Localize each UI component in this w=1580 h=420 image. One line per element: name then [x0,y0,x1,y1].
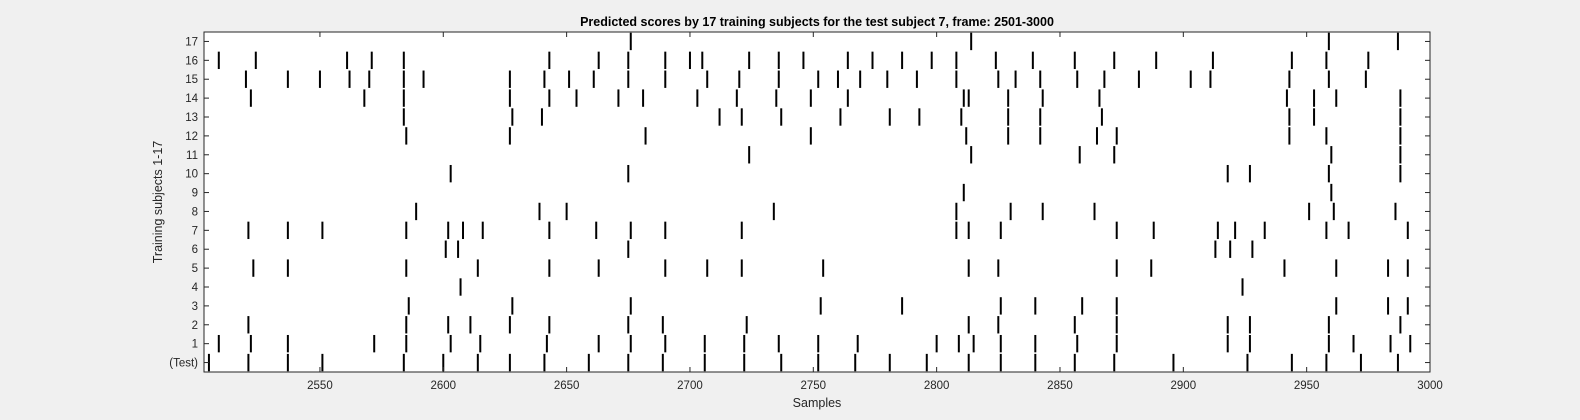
y-tick-label: 5 [192,263,198,275]
x-tick-label: 2800 [924,380,950,392]
y-tick-label: 4 [192,282,199,294]
y-tick-label: 3 [192,301,198,313]
x-tick-label: 2550 [307,380,333,392]
y-tick-label: 11 [186,150,198,162]
y-tick-label: 16 [185,55,198,67]
axes-box [203,31,1431,373]
y-tick-label: 8 [192,206,198,218]
y-tick-label: 1 [192,339,198,351]
y-tick-label: 9 [192,188,198,200]
x-tick-label: 2900 [1171,380,1197,392]
y-axis-label: Training subjects 1-17 [151,141,165,264]
x-tick-label: 2950 [1294,380,1320,392]
x-tick-label: 2750 [801,380,827,392]
marks-layer [207,32,1412,372]
chart-title: Predicted scores by 17 training subjects… [580,15,1054,29]
y-tick-label: 13 [185,112,198,124]
x-tick-label: 2850 [1047,380,1073,392]
ticks-layer: 2550 2600 2650 2700 2750 2800 2850 2900 2950 3000… [169,32,1443,392]
y-tick-label: 15 [185,74,198,86]
y-tick-label: 6 [192,244,198,256]
y-tick-label: 10 [185,169,198,181]
x-tick-label: 2700 [677,380,703,392]
y-tick-label: 14 [185,93,198,105]
y-tick-label: 17 [185,36,198,48]
x-axis-label: Samples [793,396,842,410]
x-tick-label: 2650 [554,380,580,392]
y-tick-label: 7 [192,225,198,237]
y-tick-label: 12 [185,131,198,143]
y-tick-label: (Test) [169,358,198,370]
plot-area [204,32,1430,372]
y-tick-label: 2 [192,320,198,332]
x-tick-label: 3000 [1417,380,1443,392]
x-tick-label: 2600 [430,380,456,392]
